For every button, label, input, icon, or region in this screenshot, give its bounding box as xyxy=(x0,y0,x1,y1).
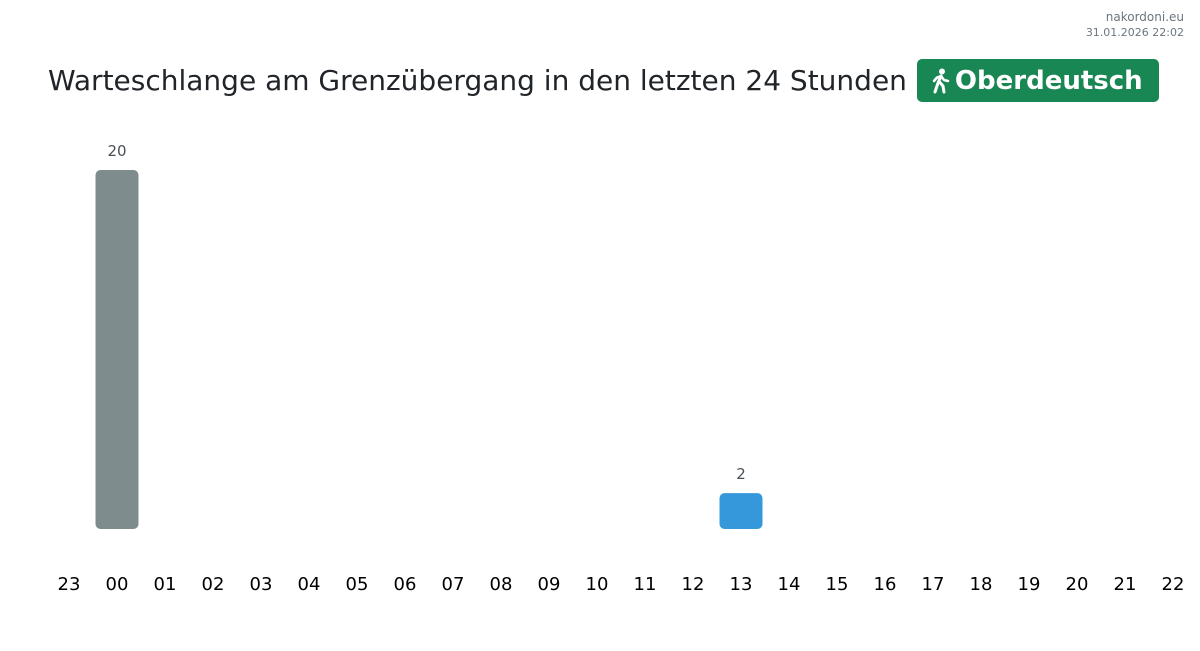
x-tick-label-16: 16 xyxy=(874,574,897,595)
bar-value-label-00: 20 xyxy=(107,142,126,160)
x-tick-label-14: 14 xyxy=(778,574,801,595)
x-tick-label-07: 07 xyxy=(442,574,465,595)
x-tick-label-13: 13 xyxy=(730,574,753,595)
x-tick-label-02: 02 xyxy=(202,574,225,595)
bar-13[interactable] xyxy=(719,493,763,529)
x-tick-label-15: 15 xyxy=(826,574,849,595)
x-tick-label-04: 04 xyxy=(298,574,321,595)
x-tick-label-21: 21 xyxy=(1114,574,1137,595)
page-title: Warteschlange am Grenzübergang in den le… xyxy=(48,64,907,97)
checkpoint-name: Oberdeutsch xyxy=(954,65,1143,96)
x-tick-label-03: 03 xyxy=(250,574,273,595)
site-name: nakordoni.eu xyxy=(1105,10,1184,24)
x-tick-label-05: 05 xyxy=(346,574,369,595)
x-tick-label-12: 12 xyxy=(682,574,705,595)
x-tick-label-01: 01 xyxy=(154,574,177,595)
x-tick-label-17: 17 xyxy=(922,574,945,595)
x-tick-label-10: 10 xyxy=(586,574,609,595)
x-tick-label-09: 09 xyxy=(538,574,561,595)
x-tick-label-20: 20 xyxy=(1066,574,1089,595)
bar-00[interactable] xyxy=(95,170,139,529)
x-tick-label-08: 08 xyxy=(490,574,513,595)
site-info: nakordoni.eu 31.01.2026 22:02 xyxy=(1086,9,1184,41)
x-tick-label-00: 00 xyxy=(106,574,129,595)
x-tick-label-22: 22 xyxy=(1162,574,1185,595)
pedestrian-icon xyxy=(932,68,950,93)
x-tick-label-06: 06 xyxy=(394,574,417,595)
x-tick-label-19: 19 xyxy=(1018,574,1041,595)
bar-value-label-13: 2 xyxy=(736,465,746,483)
x-tick-label-23: 23 xyxy=(58,574,81,595)
x-tick-label-18: 18 xyxy=(970,574,993,595)
chart-header: Warteschlange am Grenzübergang in den le… xyxy=(48,59,1159,102)
checkpoint-badge: Oberdeutsch xyxy=(916,59,1159,102)
timestamp: 31.01.2026 22:02 xyxy=(1085,26,1184,39)
x-tick-label-11: 11 xyxy=(634,574,657,595)
